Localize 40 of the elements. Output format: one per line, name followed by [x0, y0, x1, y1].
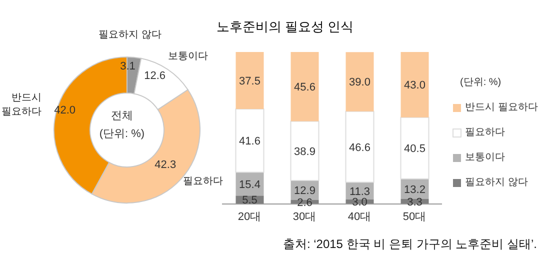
bar: [236, 52, 264, 109]
data-label: 45.6: [294, 82, 316, 94]
data-label: 12.9: [294, 185, 316, 198]
bar: [345, 110, 374, 183]
bar: [346, 52, 374, 112]
data-label: 41.6: [239, 136, 260, 148]
legend-label: 필요하지 않다: [465, 176, 528, 190]
data-label: 13.2: [404, 184, 426, 196]
data-label: 15.4: [239, 178, 260, 191]
bar: [400, 52, 429, 118]
slice-label: 필요하다: [183, 176, 224, 187]
x-tick-label: 20대: [238, 210, 262, 223]
text: (단위: %): [99, 128, 145, 140]
source-note: 출처: ‘2015 한국 비 은퇴 가구의 노후준비 실태’.: [282, 236, 537, 253]
legend-label: 필요하다: [465, 126, 505, 140]
data-label: 37.5: [239, 75, 260, 88]
chart-title: 노후준비의 필요성 인식: [215, 18, 355, 36]
x-tick-label: 50대: [402, 210, 426, 223]
data-label: 39.0: [349, 76, 370, 89]
slice-label: 필요하지 않다: [98, 28, 162, 40]
data-label: 5.5: [242, 194, 258, 207]
x-tick-label: 40대: [348, 210, 372, 223]
bar: [290, 120, 320, 181]
x-tick-label: 30대: [292, 210, 316, 223]
data-label: 12.6: [144, 70, 166, 82]
data-label: 43.0: [404, 80, 426, 92]
data-label: 46.6: [349, 142, 370, 154]
bar: [290, 52, 319, 122]
bar: [235, 108, 264, 173]
bar: [400, 116, 430, 180]
data-label: 42.3: [154, 158, 176, 171]
text: 전체: [111, 110, 133, 122]
legend-label: 보통이다: [465, 151, 505, 165]
data-label: 40.5: [404, 143, 426, 156]
data-label: 38.9: [294, 146, 316, 158]
data-label: 11.3: [349, 186, 370, 198]
slice-label: 반드시 필요하다: [2, 92, 42, 117]
slice-label: 보통이다: [168, 50, 208, 62]
legend-title: (단위: %): [459, 76, 502, 90]
legend-label: 반드시 필요하다: [465, 101, 538, 115]
